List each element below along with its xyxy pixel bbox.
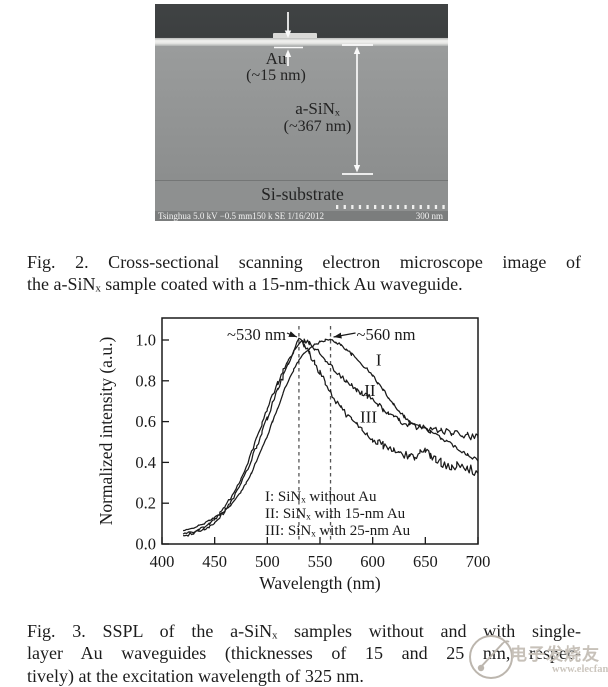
sem-vacuum-region <box>155 4 448 38</box>
annotation-560: ~560 nm <box>357 325 416 344</box>
y-tick-label: 0.2 <box>135 494 156 513</box>
sem-substrate-region <box>155 180 448 212</box>
caption-line: Fig. 2. Cross-sectional scanning electro… <box>27 252 581 272</box>
y-axis-title: Normalized intensity (a.u.) <box>96 337 116 526</box>
y-tick-label: 0.8 <box>135 371 156 390</box>
caption-line: layer Au waveguides (thicknesses of 15 a… <box>27 643 581 664</box>
y-tick-label: 1.0 <box>135 331 156 350</box>
legend-line: III: SiNₓ with 25-nm Au <box>265 523 411 539</box>
caption-line: Fig. 3. SSPL of the a-SiNₓ samples witho… <box>27 621 581 641</box>
sem-image: Au (~15 nm) a-SiNₓ (~367 nm) Si-substrat… <box>155 4 448 221</box>
sem-scale-text: 300 nm <box>415 211 443 221</box>
annotation-arrow <box>286 331 298 338</box>
legend-line: II: SiNₓ with 15-nm Au <box>265 506 406 522</box>
fig3-caption: Fig. 3. SSPL of the a-SiNₓ samples witho… <box>27 620 581 687</box>
x-tick-label: 500 <box>255 552 280 571</box>
sspl-chart: 400 450 500 550 600 650 700 0.0 0.2 0.4 0.6 0.8 1.0 W… <box>96 317 491 593</box>
curve-label-II: II <box>364 381 376 400</box>
x-tick-label: 450 <box>202 552 227 571</box>
au-label: Au (~15 nm) <box>246 49 306 84</box>
scale-ruler-dots <box>336 205 445 209</box>
sem-metadata-text: Tsinghua 5.0 kV −0.5 mm150 k SE 1/16/201… <box>158 211 325 221</box>
sem-status-bar <box>155 211 448 221</box>
fig2-caption: Fig. 2. Cross-sectional scanning electro… <box>27 251 581 296</box>
sem-sinx-film <box>155 46 448 180</box>
sem-annotation-arrows <box>274 12 445 209</box>
x-axis-title: Wavelength (nm) <box>259 573 381 593</box>
y-tick-label: 0.0 <box>135 535 156 554</box>
caption-line: tively) at the excitation wavelength of … <box>27 665 364 686</box>
substrate-label: Si-substrate <box>261 184 344 204</box>
curve-III <box>183 337 478 537</box>
x-tick-label: 650 <box>413 552 438 571</box>
caption-line: the a-SiNₓ sample coated with a 15-nm-th… <box>27 274 463 295</box>
y-tick-label: 0.6 <box>135 412 156 431</box>
x-tick-label: 600 <box>360 552 385 571</box>
curve-II <box>182 338 478 535</box>
annotation-arrow <box>333 332 356 339</box>
sem-au-layer <box>155 38 448 46</box>
y-tick-label: 0.4 <box>135 453 156 472</box>
x-tick-label: 550 <box>308 552 333 571</box>
x-tick-label: 700 <box>466 552 491 571</box>
curve-I <box>183 338 478 532</box>
sinx-label: a-SiNₓ (~367 nm) <box>283 99 352 135</box>
x-tick-label: 400 <box>150 552 175 571</box>
legend-line: I: SiNₓ without Au <box>265 489 377 505</box>
annotation-530: ~530 nm <box>227 325 286 344</box>
sem-au-pad <box>273 33 317 39</box>
curve-label-III: III <box>360 408 377 427</box>
curve-label-I: I <box>376 351 382 370</box>
